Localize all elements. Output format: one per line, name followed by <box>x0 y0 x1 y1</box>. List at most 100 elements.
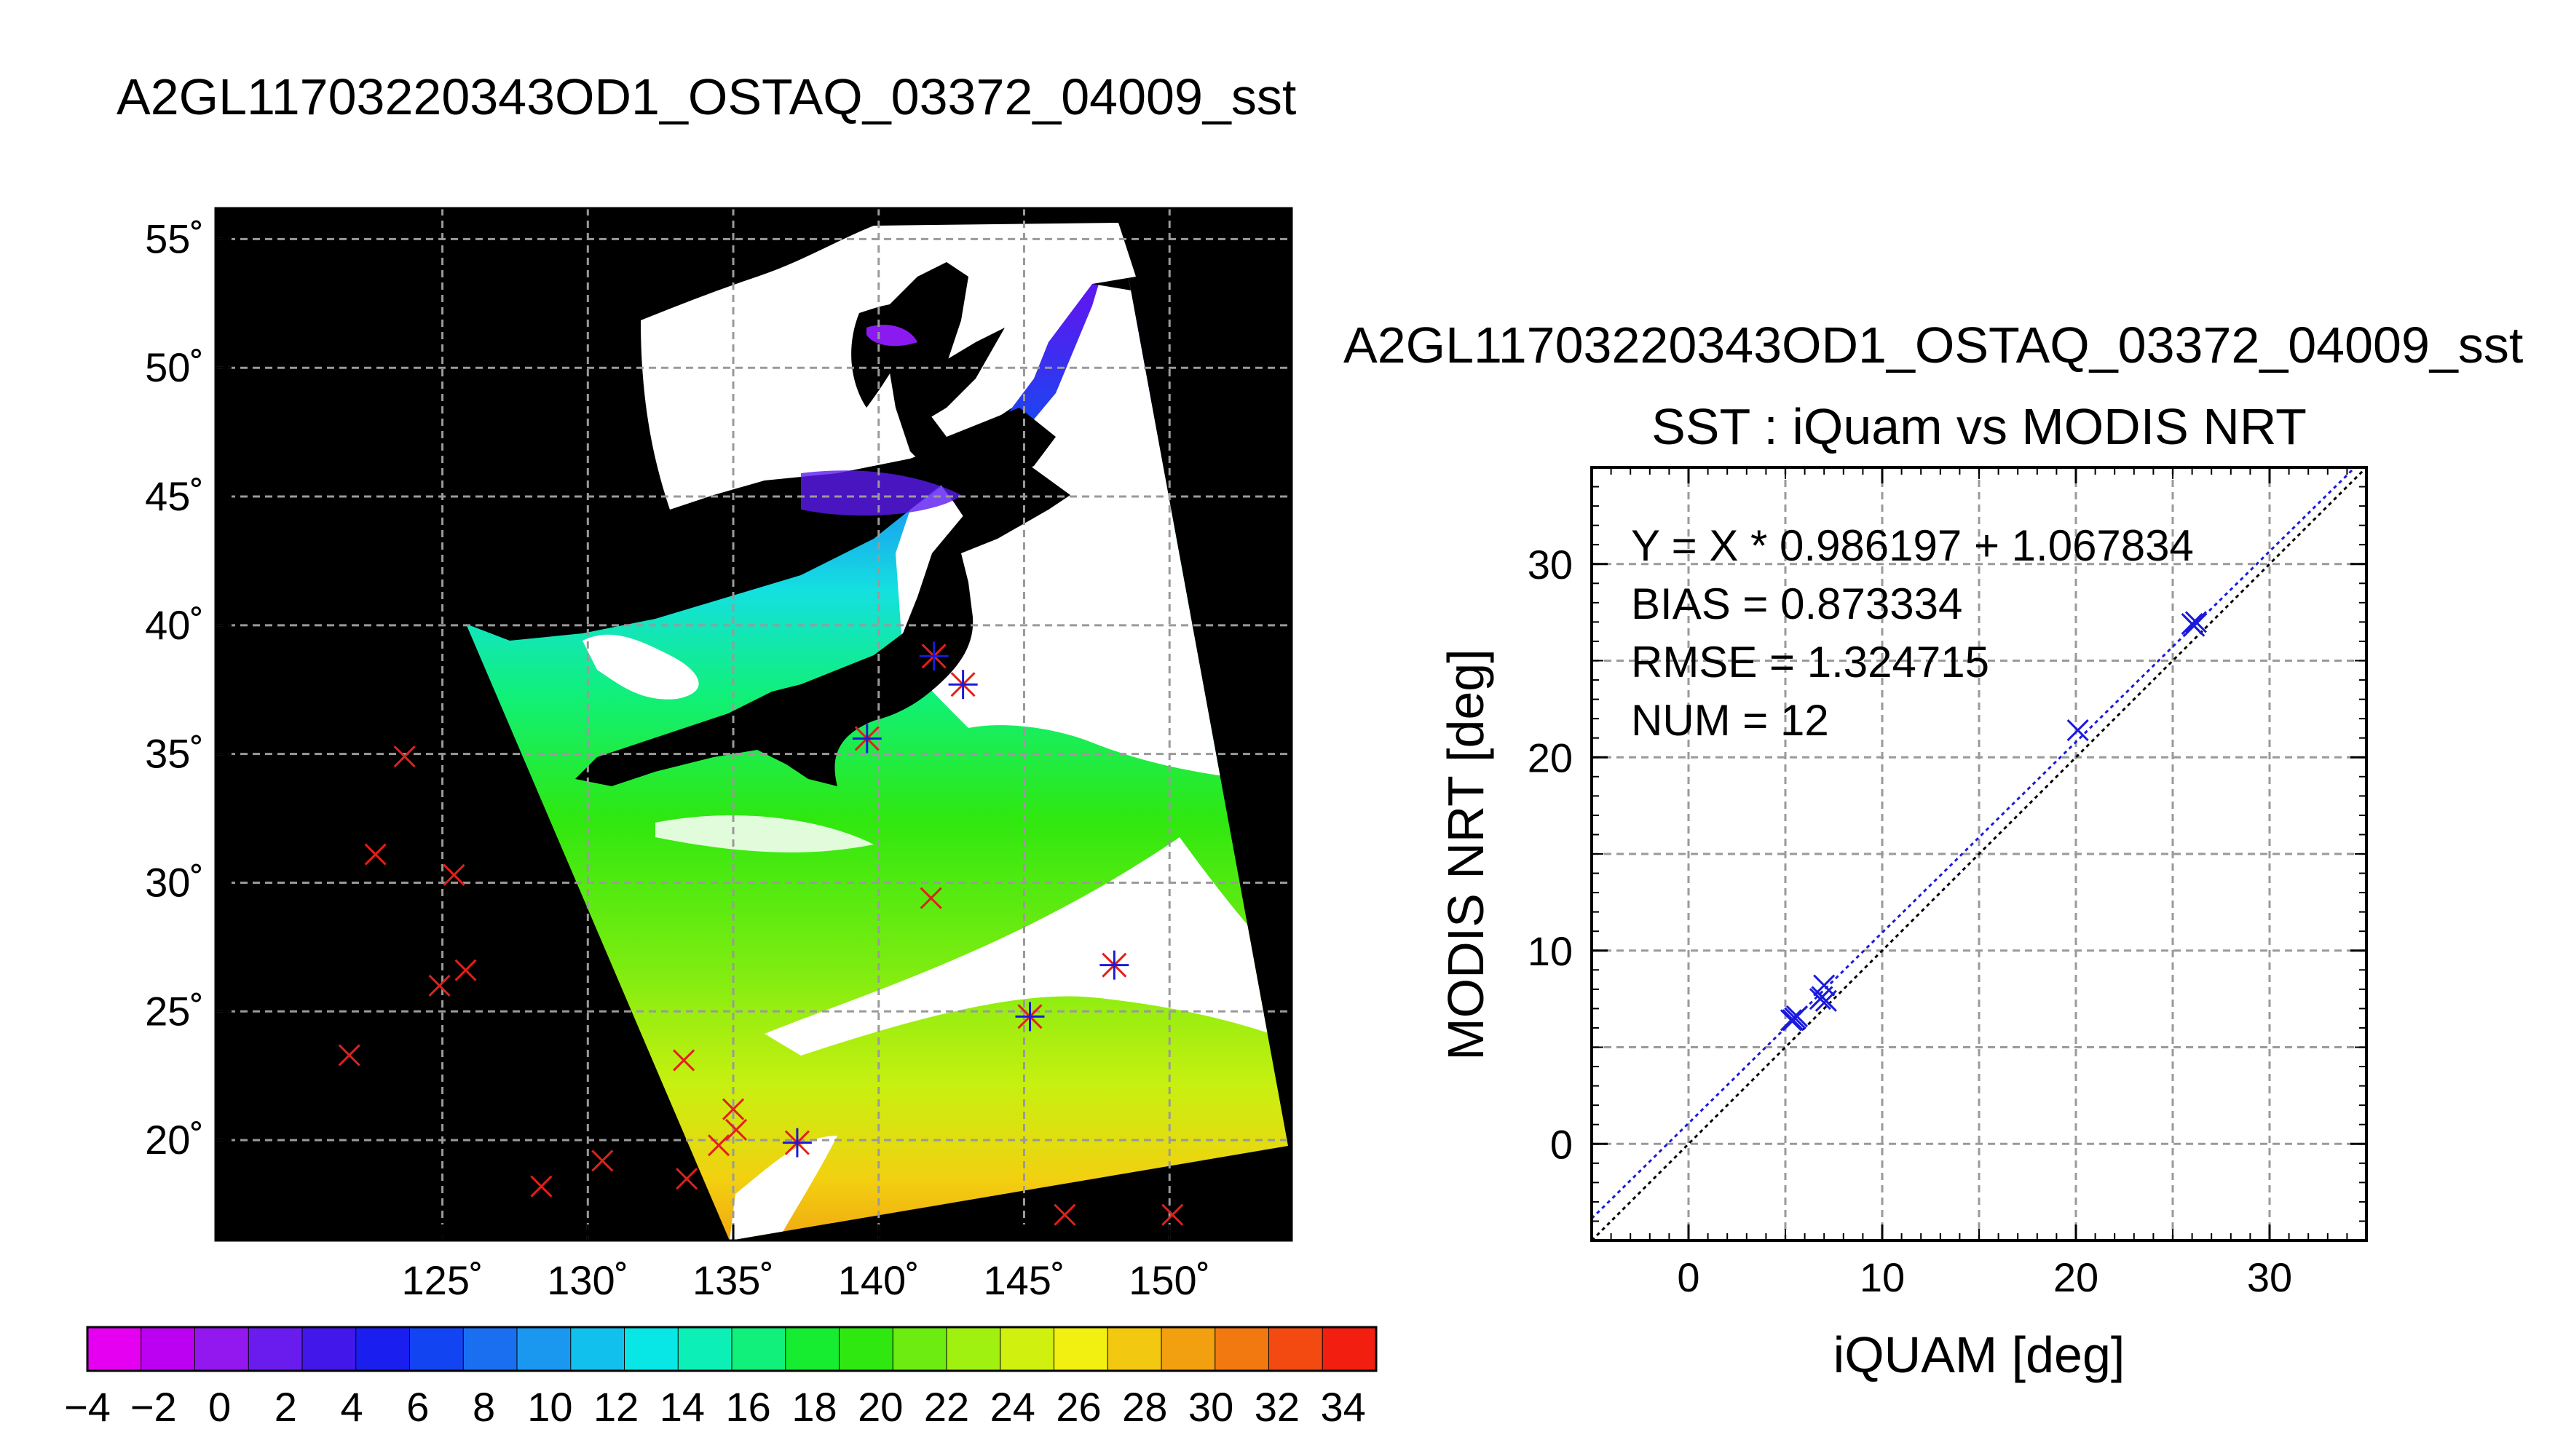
colorbar-block <box>463 1327 518 1371</box>
colorbar-tick-label: 20 <box>858 1384 903 1430</box>
colorbar-block <box>1107 1327 1162 1371</box>
station-marker <box>724 1118 748 1142</box>
map-tick-label-lon: 145˚ <box>983 1257 1065 1303</box>
station-marker <box>428 974 451 997</box>
scatter-tick-label-y: 0 <box>1550 1121 1573 1167</box>
scatter-stat-line: Y = X * 0.986197 + 1.067834 <box>1631 521 2194 570</box>
colorbar-tick-label: 10 <box>527 1384 572 1430</box>
scatter-tick-label-y: 10 <box>1528 928 1573 974</box>
station-marker <box>338 1044 360 1067</box>
station-marker <box>443 863 465 886</box>
matched-station-star <box>919 641 949 671</box>
scatter-point <box>1780 1009 1803 1032</box>
station-marker <box>673 1049 695 1072</box>
colorbar-block <box>1000 1327 1055 1371</box>
colorbar-tick-label: 6 <box>406 1384 429 1430</box>
colorbar-tick-label: 26 <box>1056 1384 1101 1430</box>
colorbar-block <box>947 1327 1001 1371</box>
matched-station-star <box>782 1128 812 1158</box>
colorbar-tick-label: 2 <box>275 1384 297 1430</box>
station-markers <box>338 641 1184 1226</box>
fit-line <box>1592 467 2357 1219</box>
map-tick-label-lat: 45˚ <box>145 473 204 519</box>
scatter-stat-line: NUM = 12 <box>1631 696 1829 745</box>
station-marker <box>591 1150 614 1172</box>
station-marker <box>364 843 387 866</box>
scatter-point <box>1784 1007 1806 1029</box>
scatter-point <box>2066 719 2089 742</box>
colorbar-tick-label: 0 <box>208 1384 231 1430</box>
colorbar-block <box>248 1327 303 1371</box>
colorbar-block <box>732 1327 786 1371</box>
station-marker <box>530 1175 553 1198</box>
scatter-grid <box>1592 467 2366 1241</box>
scatter-subtitle: SST : iQuam vs MODIS NRT <box>1651 398 2307 455</box>
colorbar-tick-label: 28 <box>1122 1384 1167 1430</box>
station-marker <box>676 1168 698 1190</box>
colorbar-block <box>517 1327 572 1371</box>
scatter-tick-label-y: 30 <box>1528 542 1573 587</box>
scatter-point <box>1811 986 1833 1008</box>
colorbar: −4 −2 0 2 4 6 8 10 12 14 16 18 20 22 24 26 28 30 32 34 <box>64 1326 1378 1430</box>
colorbar-block <box>1215 1327 1270 1371</box>
colorbar-tick-label: 34 <box>1320 1384 1365 1430</box>
colorbar-tick-label: 4 <box>340 1384 363 1430</box>
scatter-tick-label-x: 10 <box>1860 1254 1905 1300</box>
colorbar-block <box>194 1327 249 1371</box>
map-title: A2GL11703220343OD1_OSTAQ_03372_04009_sst <box>117 68 1296 125</box>
sakhalin-hokkaido <box>888 262 1056 524</box>
map-frame <box>214 207 1293 1242</box>
colorbar-block <box>893 1327 947 1371</box>
map-tick-label-lon: 150˚ <box>1129 1257 1210 1303</box>
colorbar-block <box>570 1327 625 1371</box>
colorbar-tick-label: 18 <box>791 1384 837 1430</box>
colorbar-block <box>141 1327 196 1371</box>
matched-station-star <box>1015 1002 1045 1032</box>
map-tick-label-lat: 25˚ <box>145 988 204 1034</box>
colorbar-block <box>302 1327 357 1371</box>
map-tick-label-lon: 130˚ <box>547 1257 628 1303</box>
station-marker <box>1161 1203 1184 1226</box>
scatter-stats: Y = X * 0.986197 + 1.067834 BIAS = 0.8733… <box>1631 521 2194 745</box>
scatter-tick-label-y: 20 <box>1528 735 1573 780</box>
station-marker <box>722 1098 745 1120</box>
colorbar-tick-label: 24 <box>990 1384 1035 1430</box>
station-marker <box>454 959 477 981</box>
map-ticks: 125˚ 130˚ 135˚ 140˚ 145˚ 150˚ 55˚ 50˚ 45˚ 40˚ 35˚ 3… <box>145 215 1210 1303</box>
scatter-stat-line: BIAS = 0.873334 <box>1631 579 1962 628</box>
colorbar-tick-label: 22 <box>924 1384 969 1430</box>
scatter-x-axis-label: iQUAM [deg] <box>1833 1326 2125 1383</box>
colorbar-block <box>785 1327 840 1371</box>
station-marker <box>920 887 942 909</box>
colorbar-tick-label: 12 <box>593 1384 639 1430</box>
scatter-tick-label-x: 20 <box>2053 1254 2098 1300</box>
map-tick-label-lat: 20˚ <box>145 1117 204 1163</box>
map-grid <box>216 208 1292 1241</box>
scatter-points <box>1780 611 2207 1032</box>
station-marker <box>1054 1203 1076 1226</box>
station-marker <box>393 745 416 768</box>
station-marker <box>708 1134 730 1157</box>
colorbar-block <box>1161 1327 1216 1371</box>
colorbar-tick-label: 8 <box>473 1384 495 1430</box>
scatter-stat-line: RMSE = 1.324715 <box>1631 638 1989 687</box>
scatter-point <box>2183 614 2205 637</box>
colorbar-tick-label: 16 <box>726 1384 771 1430</box>
scatter-panel: 0 10 20 30 0 10 20 30 Y = X * 0.986197 + 1.0678… <box>1437 466 2368 1383</box>
colorbar-tick-label: 30 <box>1188 1384 1233 1430</box>
scatter-ticks: 0 10 20 30 0 10 20 30 <box>1528 467 2367 1300</box>
colorbar-block <box>624 1327 679 1371</box>
scatter-title: A2GL11703220343OD1_OSTAQ_03372_04009_sst <box>1343 317 2523 373</box>
map-tick-label-lat: 50˚ <box>145 344 204 390</box>
colorbar-block <box>839 1327 893 1371</box>
colorbar-block <box>1268 1327 1323 1371</box>
colorbar-tick-label: 14 <box>660 1384 705 1430</box>
map-panel: 125˚ 130˚ 135˚ 140˚ 145˚ 150˚ 55˚ 50˚ 45˚ 40˚ 35˚ 3… <box>145 207 1293 1303</box>
map-tick-label-lon: 135˚ <box>692 1257 774 1303</box>
colorbar-block <box>1054 1327 1108 1371</box>
map-tick-label-lon: 140˚ <box>838 1257 920 1303</box>
colorbar-block <box>355 1327 411 1371</box>
colorbar-block <box>678 1327 732 1371</box>
map-tick-label-lat: 55˚ <box>145 215 204 261</box>
